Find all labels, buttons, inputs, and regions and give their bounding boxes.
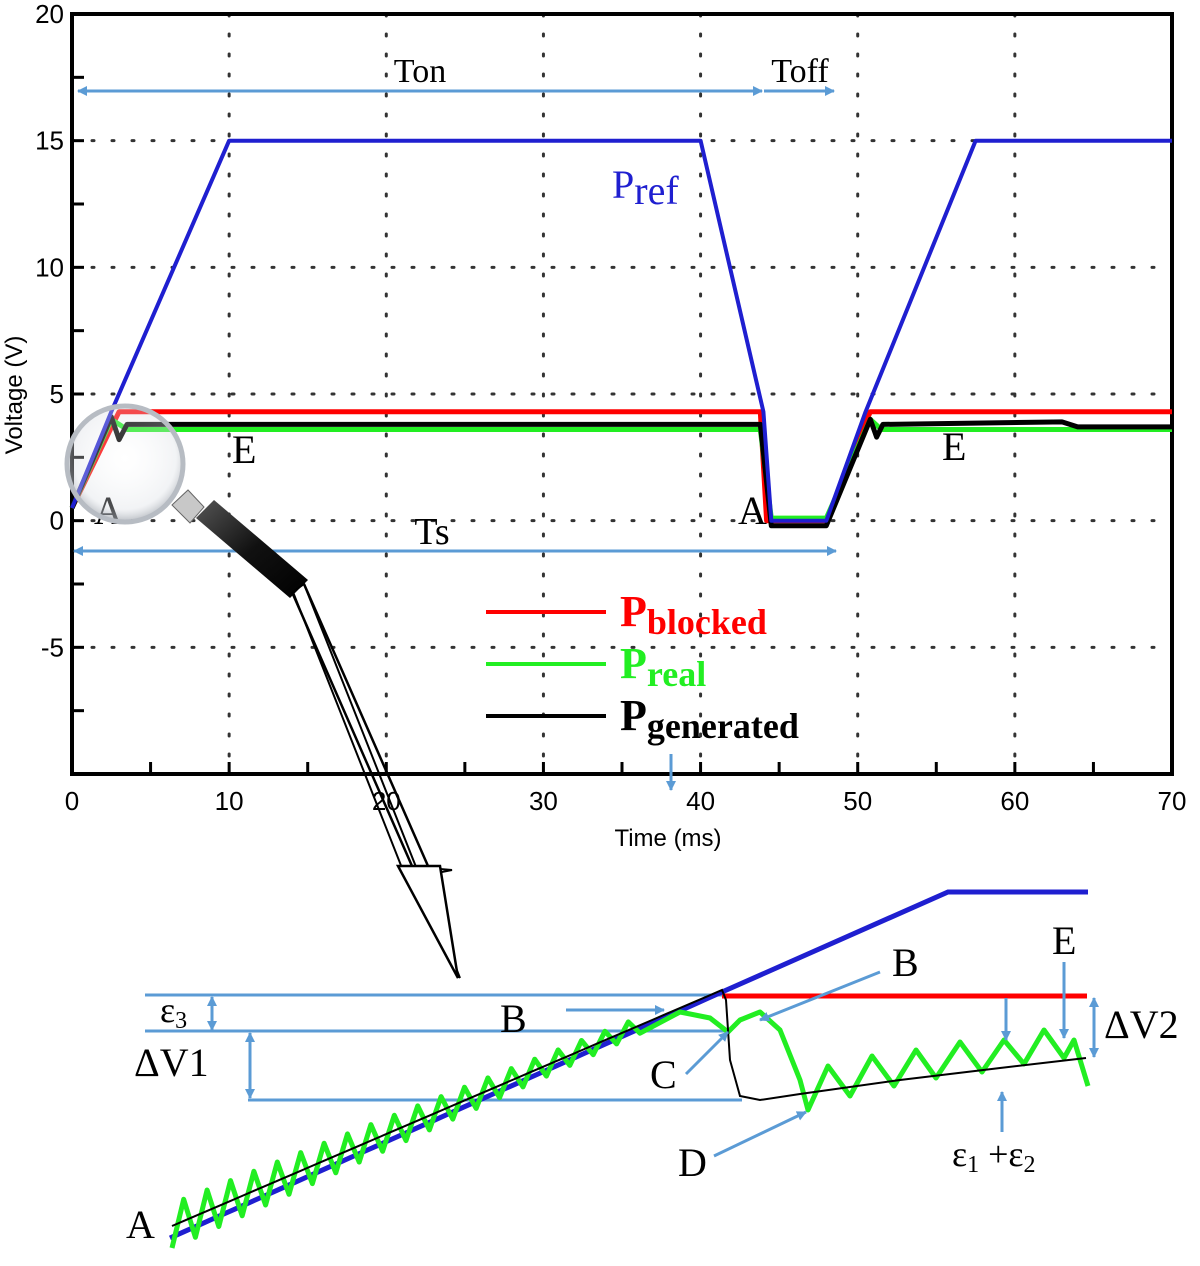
x-tick-label: 0: [65, 786, 79, 816]
x-axis-label: Time (ms): [614, 825, 721, 852]
point-e-1: E: [232, 427, 256, 472]
y-tick-label: 5: [50, 379, 64, 409]
toff-label: Toff: [771, 53, 829, 90]
zoom-pgenerated-line: [171, 988, 1087, 1227]
legend-label-pgenerated: Pgenerated: [620, 691, 799, 746]
zoom-label-eps3: ε3: [160, 990, 187, 1034]
zoom-inset: A B B C D E ε3 ΔV1 ΔV2 ε1 +ε2: [126, 889, 1179, 1249]
y-tick-label: 15: [35, 126, 64, 156]
y-tick-label: 20: [35, 0, 64, 29]
zoom-pref-line: [168, 889, 1088, 1241]
magnifier-graphic: [64, 403, 461, 979]
zoom-label-b1: B: [500, 996, 527, 1041]
y-tick-label: -5: [41, 632, 64, 662]
x-tick-label: 50: [843, 786, 872, 816]
zoom-preal-line: [169, 1009, 1091, 1249]
legend-label-preal: Preal: [620, 639, 706, 694]
point-e-2: E: [942, 424, 966, 469]
toff-annotation: Toff: [764, 53, 835, 96]
x-tick-label: 60: [1000, 786, 1029, 816]
ts-label: Ts: [414, 511, 449, 553]
series-line-pref: [70, 138, 1172, 523]
zoom-label-dv1: ΔV1: [134, 1040, 209, 1085]
magnifier-handle: [196, 500, 308, 598]
y-tick-labels: 20 15 10 5 0 -5: [35, 0, 64, 662]
legend-label-pblocked: Pblocked: [620, 587, 767, 642]
d-arrow: [713, 1110, 807, 1158]
c-arrow: [684, 1030, 730, 1076]
y-tick-label: 0: [50, 506, 64, 536]
point-a-2: A: [738, 488, 767, 533]
pref-label: Pref: [612, 162, 679, 213]
zoom-label-b2: B: [892, 940, 919, 985]
zoom-label-eps12: ε1 +ε2: [952, 1134, 1036, 1178]
magnifier-pointer-shaft: [290, 583, 460, 979]
b2-arrow: [759, 970, 881, 1022]
x-tick-label: 40: [686, 786, 715, 816]
y-tick-label: 10: [35, 252, 64, 282]
magnifier-collar: [171, 489, 205, 524]
x-tick-label: 10: [215, 786, 244, 816]
zoom-label-e: E: [1052, 918, 1076, 963]
magnifier-lens: [64, 403, 186, 525]
x-tick-label: 70: [1158, 786, 1187, 816]
zoom-label-a: A: [126, 1202, 155, 1247]
zoom-label-d: D: [678, 1140, 707, 1185]
ton-annotation: Ton: [77, 53, 763, 96]
ton-label: Ton: [394, 53, 446, 90]
zoom-label-c: C: [650, 1052, 677, 1097]
x-tick-label: 30: [529, 786, 558, 816]
y-axis-label: Voltage (V): [1, 336, 28, 455]
zoom-label-dv2: ΔV2: [1104, 1002, 1179, 1047]
x-tick-labels: 0 10 20 30 40 50 60 70: [65, 786, 1187, 816]
